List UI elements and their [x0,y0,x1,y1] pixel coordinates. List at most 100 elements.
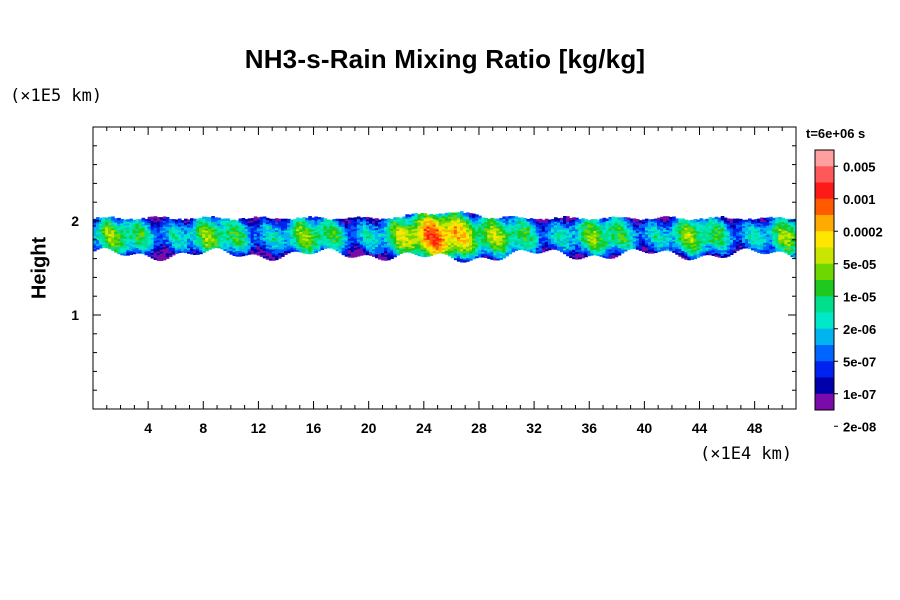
field-cell [359,219,364,222]
field-cell [159,239,164,243]
field-cell [626,226,631,230]
field-cell [223,225,228,229]
field-cell [211,219,215,223]
field-cell [129,252,134,255]
field-cell [496,233,500,237]
field-cell [623,241,628,245]
field-cell [138,247,143,250]
field-cell [647,221,652,224]
field-cell [608,216,613,220]
field-cell [102,245,106,248]
field-cell [769,218,773,222]
field-cell [778,222,782,226]
field-cell [784,228,789,231]
field-cell [162,237,167,240]
field-cell [335,245,340,248]
field-cell [529,227,534,231]
field-cell [335,224,340,227]
field-cell [629,235,634,238]
field-cell [602,229,607,232]
field-cell [766,249,770,252]
field-cell [105,223,109,226]
field-cell [259,244,264,248]
field-cell [505,252,510,255]
field-cell [153,223,158,227]
field-cell [550,220,555,224]
field-cell [560,229,564,232]
field-cell [481,236,485,239]
field-cell [459,222,464,225]
field-cell [199,240,203,243]
field-cell [602,251,607,255]
field-cell [444,244,449,248]
field-cell [772,229,776,232]
field-cell [526,249,531,252]
field-cell [205,246,209,250]
field-cell [199,238,203,242]
field-cell [556,238,561,242]
field-cell [259,235,264,239]
field-cell [308,219,312,223]
field-cell [708,218,713,222]
field-cell [171,245,176,248]
field-cell [502,220,507,223]
field-cell [305,230,309,234]
field-cell [472,243,476,247]
field-cell [359,232,364,236]
field-cell [250,231,255,234]
field-cell [147,254,152,257]
field-cell [663,223,667,227]
field-cell [323,229,328,232]
field-cell [493,231,497,235]
field-cell [614,237,619,241]
field-cell [420,250,425,254]
field-cell [193,241,197,244]
field-cell [262,225,267,229]
field-cell [262,229,267,233]
field-cell [456,240,461,243]
field-cell [647,224,652,228]
field-cell [760,243,764,247]
field-cell [760,234,764,237]
field-cell [550,222,555,226]
field-cell [262,233,267,236]
field-cell [647,234,652,237]
field-cell [772,236,776,240]
field-cell [511,219,516,223]
field-cell [544,248,549,252]
field-cell [174,230,179,234]
field-cell [581,223,585,227]
field-cell [584,230,588,233]
field-cell [605,227,610,231]
field-cell [784,237,789,241]
field-cell [353,228,358,232]
field-cell [553,243,558,247]
field-cell [502,223,507,227]
field-cell [726,254,731,257]
field-cell [502,235,507,238]
field-cell [614,220,619,224]
field-cell [584,222,588,226]
field-cell [417,219,422,223]
field-cell [754,234,758,237]
field-cell [102,217,106,220]
field-cell [587,229,591,232]
field-cell [462,248,467,252]
field-cell [614,224,619,228]
field-cell [153,253,158,257]
field-cell [344,218,349,221]
field-cell [708,241,713,245]
field-cell [317,228,322,231]
field-cell [684,249,688,253]
field-cell [99,238,103,241]
x-tick-label: 28 [471,420,487,436]
field-cell [435,213,440,217]
field-cell [496,226,500,229]
colorbar-swatch [815,198,834,216]
field-cell [751,244,755,247]
field-cell [190,238,194,242]
field-cell [350,217,355,221]
field-cell [553,234,558,237]
field-cell [177,222,182,225]
field-cell [690,246,695,249]
